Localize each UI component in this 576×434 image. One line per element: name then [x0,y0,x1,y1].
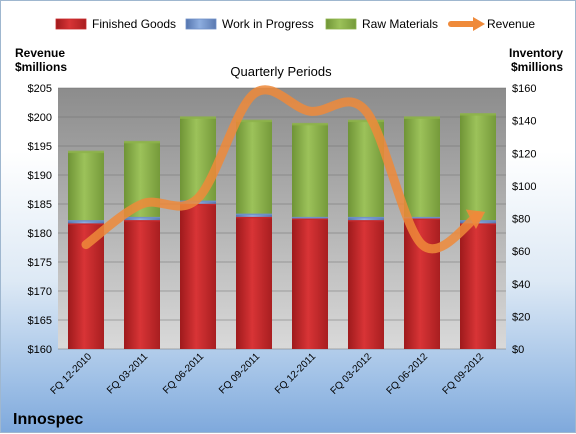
bar-finished-goods [292,218,328,349]
right-tick-label: $40 [512,279,530,291]
bar-raw-materials-cap [68,150,104,154]
bar-raw-materials [236,120,272,214]
bar-work-in-progress [68,220,104,224]
right-tick-label: $0 [512,344,524,356]
bar-finished-goods [236,216,272,349]
bar-finished-goods [124,220,160,349]
x-tick-label: FQ 09-2011 [217,351,262,396]
bar-work-in-progress [348,216,384,221]
right-tick-label: $140 [512,116,536,128]
x-tick-label: FQ 06-2012 [385,351,431,397]
bar-finished-goods-cap [292,217,328,220]
legend-label: Revenue [487,17,535,31]
revenue-line-group [81,85,486,254]
left-tick-label: $195 [28,141,52,153]
left-tick-label: $200 [28,112,52,124]
x-tick-label: FQ 09-2012 [441,351,487,397]
bars [68,113,496,349]
bar-finished-goods-cap [404,217,440,220]
left-tick-label: $170 [28,286,52,298]
bar-raw-materials-cap [460,113,496,116]
right-tick-label: $20 [512,311,530,323]
bar-raw-materials-cap [348,119,384,123]
legend-label: Work in Progress [222,17,314,31]
legend-swatch [55,18,87,30]
bar-work-in-progress-cap [292,215,328,219]
x-tick-label: FQ 03-2011 [105,351,150,396]
bar-finished-goods-cap [124,219,160,222]
bar-raw-materials-cap [180,116,216,119]
bar-raw-materials-cap [404,116,440,119]
left-tick-label: $205 [28,83,52,95]
bar-raw-materials [404,117,440,217]
left-tick-label: $190 [28,170,52,182]
legend-arrow-revenue [473,17,485,31]
left-axis-label-line2: $millions [15,60,67,74]
bar-finished-goods [348,220,384,349]
bar-finished-goods [460,223,496,349]
x-axis-ticks: FQ 12-2010 FQ 03-2011 FQ 06-2011 FQ 09-2011… [49,351,487,397]
right-tick-label: $60 [512,246,530,258]
bar-raw-materials-cap [292,122,328,126]
right-axis-ticks: $0 $20 $40 $60 $80 $100 $120 $140 $160 [512,83,536,356]
bar-raw-materials [460,114,496,221]
bar-work-in-progress-cap [236,212,272,216]
x-tick-label: FQ 12-2010 [49,351,95,397]
bar-work-in-progress [124,216,160,221]
x-tick-label: FQ 12-2011 [273,351,318,396]
right-axis-label-line1: Inventory [509,46,563,60]
legend: Finished Goods Work in Progress Raw Materi… [55,17,535,31]
right-tick-label: $160 [512,83,536,95]
x-tick-label: FQ 03-2012 [329,351,375,397]
legend-swatch [185,18,217,30]
left-tick-label: $180 [28,228,52,240]
chart-title: Quarterly Periods [230,64,332,79]
right-axis-label-line2: $millions [511,60,563,74]
right-tick-label: $80 [512,214,530,226]
x-tick-label: FQ 06-2011 [161,351,206,396]
revenue-arrowhead [465,209,486,230]
left-tick-label: $185 [28,199,52,211]
right-tick-label: $100 [512,181,536,193]
bar-finished-goods-cap [68,222,104,225]
bar-work-in-progress-cap [404,215,440,219]
bar-raw-materials [292,123,328,217]
right-tick-label: $120 [512,148,536,160]
bar-raw-materials-cap [124,140,160,144]
left-tick-label: $160 [28,344,52,356]
company-name: Innospec [13,411,83,428]
bar-raw-materials-cap [236,119,272,123]
revenue-line [81,85,483,254]
bar-work-in-progress-cap [68,219,104,222]
legend-label: Raw Materials [362,17,438,31]
left-tick-label: $175 [28,257,52,269]
bar-finished-goods-cap [348,219,384,222]
bar-finished-goods-cap [236,215,272,219]
legend-swatch [325,18,357,30]
left-tick-label: $165 [28,315,52,327]
left-axis-ticks: $160 $165 $170 $175 $180 $185 $190 $195 $200 $205 [28,83,52,356]
bar-work-in-progress-cap [124,215,160,219]
bar-work-in-progress-cap [348,215,384,219]
bar-work-in-progress [236,213,272,217]
bar-finished-goods [180,203,216,349]
bar-raw-materials [68,151,104,221]
legend-label: Finished Goods [92,17,176,31]
left-axis-label-line1: Revenue [15,46,65,60]
